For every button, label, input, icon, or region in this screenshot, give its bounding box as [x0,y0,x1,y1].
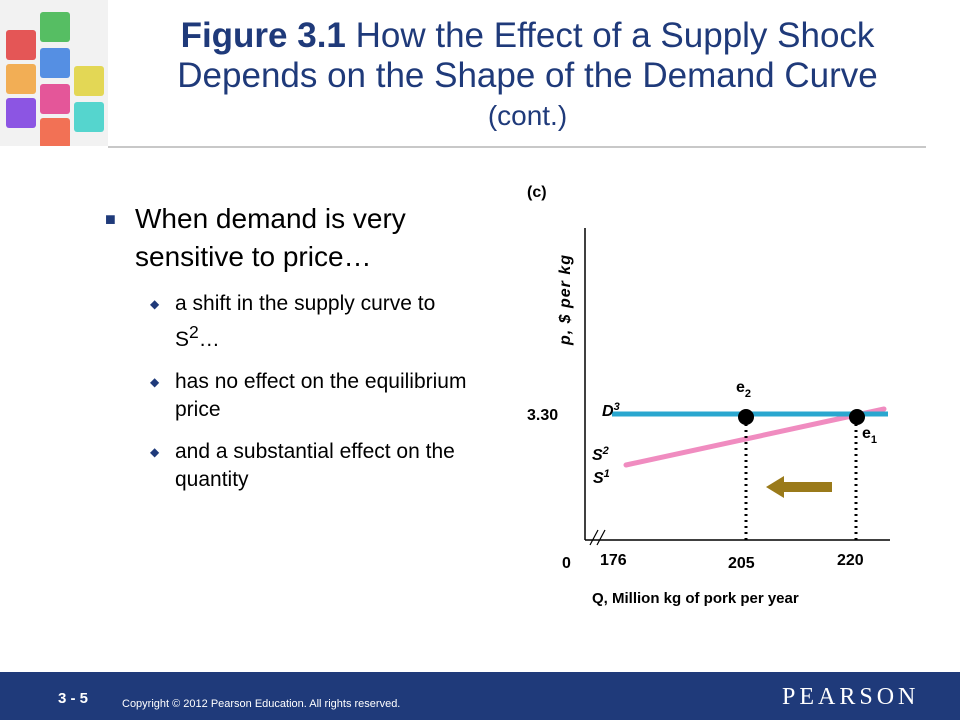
equilibrium-label-e1: e1 [862,425,877,446]
axis-break-mark [589,529,599,546]
copyright-notice: Copyright © 2012 Pearson Education. All … [122,698,401,710]
main-bullet-text: When demand is very sensitive to price… [135,203,406,272]
supply-label-s1: S1 [593,468,610,487]
y-axis-label: p, $ per kg [557,254,574,346]
title-text: How the Effect of a Supply Shock [345,16,875,55]
x-tick-205: 205 [728,555,755,572]
equilibrium-label-e1-base: e [862,425,871,442]
figure-number: Figure 3.1 [180,16,346,55]
diamond-bullet-icon: ◆ [150,297,160,311]
axis-break-mark [596,529,606,546]
title-line-2: Depends on the Shape of the Demand Curve [177,56,878,95]
diamond-bullet-icon: ◆ [150,445,160,459]
sub-bullet-1: ◆ a shift in the supply curve to S2… [105,290,475,354]
sub-bullet-3: ◆ and a substantial effect on the quanti… [105,438,475,494]
x-axis-label: Q, Million kg of pork per year [592,590,799,607]
decorative-cubes-image [0,0,108,146]
supply-label-s2: S2 [592,445,609,464]
slide-title: Figure 3.1 How the Effect of a Supply Sh… [120,16,935,136]
sub-bullet-3-text: and a substantial effect on the quantity [175,440,455,491]
demand-label-sub: 3 [614,401,620,413]
square-bullet-icon: ■ [105,209,116,229]
equilibrium-label-e2-sub: 2 [745,388,751,400]
footer-bar: 3 - 5 Copyright © 2012 Pearson Education… [0,672,960,720]
main-bullet: ■ When demand is very sensitive to price… [105,200,475,276]
supply-label-s2-sub: 2 [602,445,609,457]
sub-bullet-1-text: a shift in the supply curve to S [175,292,436,351]
supply-label-s1-sub: 1 [604,468,610,480]
equilibrium-label-e2-base: e [736,379,745,396]
sub-bullet-1-ellipsis: … [198,328,220,351]
leftward-shift-arrow [766,476,832,498]
demand-label: D3 [602,401,620,420]
title-divider [108,146,926,148]
sub-bullet-1-superscript: 2 [189,322,199,342]
supply-label-s1-base: S [593,470,604,487]
title-line-3: (cont.) [487,100,568,131]
supply-label-s2-base: S [592,447,603,464]
equilibrium-point-e2 [738,409,754,425]
x-tick-220: 220 [837,552,864,569]
pearson-logo: PEARSON [782,684,920,710]
equilibrium-label-e2: e2 [736,379,751,400]
demand-label-base: D [602,403,614,420]
equilibrium-point-e1 [849,409,865,425]
sub-bullet-2-text: has no effect on the equilibrium price [175,370,467,421]
slide-number: 3 - 5 [58,690,89,707]
origin-label: 0 [562,555,571,572]
panel-label: (c) [527,184,547,201]
bullet-list: ■ When demand is very sensitive to price… [105,200,475,494]
price-tick-label: 3.30 [527,407,558,424]
equilibrium-label-e1-sub: 1 [871,434,877,446]
x-tick-176: 176 [600,552,627,569]
sub-bullet-2: ◆ has no effect on the equilibrium price [105,368,475,424]
supply-curve-s1 [623,406,887,468]
diamond-bullet-icon: ◆ [150,375,160,389]
